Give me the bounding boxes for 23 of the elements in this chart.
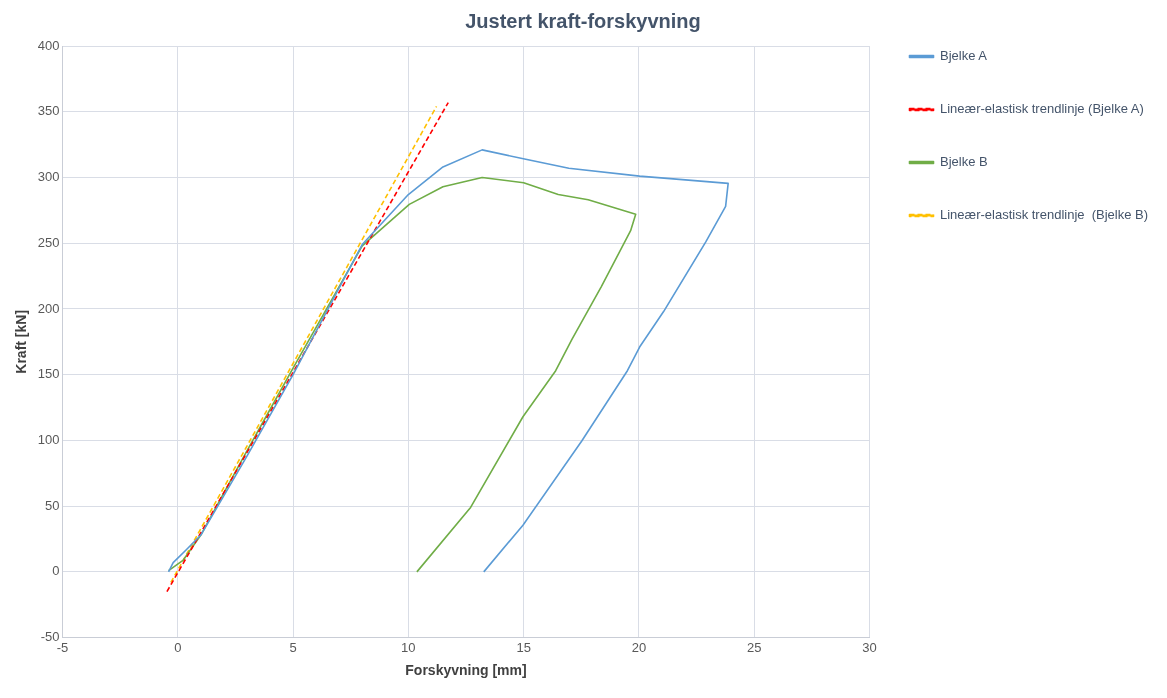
y-tick-label: 350 [37, 103, 60, 119]
y-tick-label: 0 [52, 563, 60, 579]
legend-label: Bjelke B [940, 154, 988, 170]
y-tick-label: 150 [37, 366, 60, 382]
legend-label: Bjelke A [940, 48, 988, 64]
legend-label: Lineær-elastisk trendlinje (Bjelke A) [940, 101, 1144, 117]
x-tick-label: 15 [516, 639, 531, 655]
y-tick-label: 300 [37, 169, 60, 185]
y-axis-title: Kraft [kN] [13, 309, 30, 374]
x-tick-label: 25 [746, 639, 762, 655]
x-tick-label: 20 [631, 639, 647, 655]
y-tick-label: 100 [37, 431, 60, 447]
x-tick-label: 30 [862, 639, 877, 655]
x-tick-label: 10 [401, 639, 416, 655]
chart-title: Justert kraft-forskyvning [465, 9, 701, 32]
y-tick-label: 250 [37, 234, 60, 250]
y-tick-label: 400 [37, 37, 60, 53]
legend-label: Lineær-elastisk trendlinje (Bjelke B) [940, 207, 1149, 223]
x-tick-label: 0 [174, 639, 182, 655]
y-tick-label: 50 [45, 497, 60, 513]
x-tick-label: 5 [289, 639, 297, 655]
x-axis-title: Forskyvning [mm] [405, 662, 527, 679]
y-tick-label: 200 [37, 300, 60, 316]
